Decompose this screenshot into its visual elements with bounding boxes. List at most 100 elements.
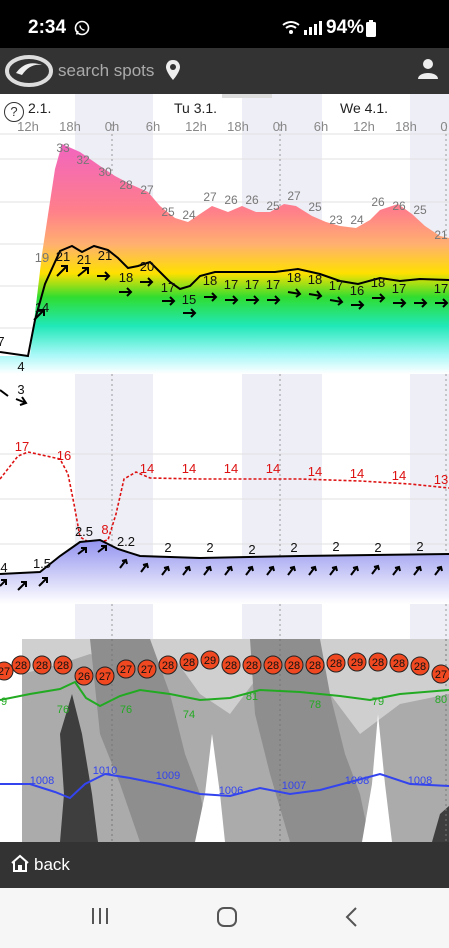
day-label: We 4.1. bbox=[340, 100, 388, 116]
help-button[interactable]: ? bbox=[4, 102, 24, 122]
temperature-label: 28 bbox=[57, 660, 69, 672]
battery-percent: 94% bbox=[326, 17, 365, 38]
hour-label: 6h bbox=[146, 119, 160, 134]
wave-period-label: 17 bbox=[15, 439, 29, 454]
humidity-label: 74 bbox=[183, 709, 195, 721]
wind-label: 3 bbox=[17, 382, 24, 397]
gust-label: 25 bbox=[161, 205, 175, 219]
recent-apps-icon[interactable] bbox=[90, 906, 110, 926]
wind-label: 17 bbox=[434, 281, 448, 296]
battery-icon bbox=[366, 20, 376, 37]
gust-label: 33 bbox=[56, 141, 70, 155]
wave-height-label: 2.5 bbox=[75, 524, 93, 539]
wind-label: 21 bbox=[56, 249, 70, 264]
status-bar: 2:34 94% bbox=[0, 0, 449, 48]
temperature-label: 27 bbox=[435, 669, 447, 681]
forecast-chart-svg[interactable]: 2.1. Tu 3.1. We 4.1. 12h 18h 0h 6h 12h 1… bbox=[0, 94, 449, 842]
humidity-label: 9 bbox=[1, 696, 7, 708]
gust-label: 27 bbox=[287, 189, 301, 203]
wave-direction-arrows bbox=[0, 545, 443, 591]
wifi-signal-icon bbox=[282, 21, 322, 35]
temperature-label: 28 bbox=[309, 660, 321, 672]
wave-height-label: 4 bbox=[0, 560, 7, 575]
wind-label: 18 bbox=[308, 272, 322, 287]
wave-height-area bbox=[0, 540, 449, 604]
wave-period-label: 14 bbox=[308, 464, 322, 479]
wind-label: 17 bbox=[245, 277, 259, 292]
pressure-labels: 1008 1010 1009 1006 1007 1008 1008 bbox=[30, 765, 432, 797]
temperature-label: 28 bbox=[15, 660, 27, 672]
temperature-label: 28 bbox=[246, 660, 258, 672]
temperature-label: 26 bbox=[78, 671, 90, 683]
wind-label: 4 bbox=[17, 359, 24, 374]
gust-label: 27 bbox=[203, 190, 217, 204]
back-nav-icon[interactable] bbox=[344, 906, 360, 928]
gust-label: 26 bbox=[224, 193, 238, 207]
gust-label: 25 bbox=[266, 199, 280, 213]
pressure-label: 1008 bbox=[30, 775, 54, 787]
temperature-label: 28 bbox=[225, 660, 237, 672]
search-input[interactable]: search spots bbox=[58, 61, 155, 80]
gust-label: 27 bbox=[140, 183, 154, 197]
hour-label: 6h bbox=[314, 119, 328, 134]
top-bar: search spots bbox=[0, 48, 449, 94]
home-nav-icon[interactable] bbox=[216, 906, 238, 928]
gust-label: 26 bbox=[371, 195, 385, 209]
gust-label: 26 bbox=[392, 199, 406, 213]
gust-label: 24 bbox=[182, 208, 196, 222]
gust-label: 32 bbox=[76, 153, 90, 167]
humidity-label: 76 bbox=[57, 704, 69, 716]
wind-label: 17 bbox=[392, 281, 406, 296]
wave-height-label: 2 bbox=[332, 539, 339, 554]
wind-direction-arrows bbox=[0, 265, 449, 406]
forecast-chart[interactable]: 2.1. Tu 3.1. We 4.1. 12h 18h 0h 6h 12h 1… bbox=[0, 94, 449, 842]
wind-label: 18 bbox=[371, 275, 385, 290]
temperature-label: 28 bbox=[414, 661, 426, 673]
wind-label: 18 bbox=[287, 270, 301, 285]
hour-label: 12h bbox=[353, 119, 375, 134]
wind-speed-labels: 7 4 3 19 14 21 21 21 18 20 17 15 18 17 1… bbox=[0, 248, 448, 397]
pressure-label: 1008 bbox=[345, 775, 369, 787]
temperature-label: 27 bbox=[99, 671, 111, 683]
wind-label: 18 bbox=[119, 270, 133, 285]
pressure-line bbox=[0, 772, 449, 800]
hour-label: 18h bbox=[59, 119, 81, 134]
pressure-label: 1010 bbox=[93, 765, 117, 777]
pressure-label: 1006 bbox=[219, 785, 243, 797]
wave-height-label: 2 bbox=[206, 540, 213, 555]
wave-height-label: 2.2 bbox=[117, 534, 135, 549]
temperature-label: 28 bbox=[288, 660, 300, 672]
temperature-label: 28 bbox=[393, 658, 405, 670]
day-label: 2.1. bbox=[28, 100, 51, 116]
pressure-label: 1008 bbox=[408, 775, 432, 787]
user-icon[interactable] bbox=[417, 58, 439, 80]
temperature-label: 28 bbox=[372, 657, 384, 669]
wind-gust-area bbox=[0, 144, 449, 374]
hour-label: 18h bbox=[227, 119, 249, 134]
gust-label: 30 bbox=[98, 165, 112, 179]
humidity-label: 81 bbox=[246, 691, 258, 703]
wind-label: 19 bbox=[35, 250, 49, 265]
hour-label: 18h bbox=[395, 119, 417, 134]
back-button[interactable]: back bbox=[34, 855, 70, 874]
wind-label: 17 bbox=[161, 280, 175, 295]
location-pin-icon[interactable] bbox=[164, 59, 182, 81]
home-icon[interactable] bbox=[10, 854, 30, 872]
temperature-label: 28 bbox=[36, 660, 48, 672]
humidity-line bbox=[0, 680, 449, 708]
humidity-label: 79 bbox=[372, 696, 384, 708]
hour-label: 0h bbox=[105, 119, 119, 134]
wave-period-label: 14 bbox=[224, 461, 238, 476]
app-logo[interactable] bbox=[4, 51, 54, 91]
wave-height-label: 2 bbox=[416, 539, 423, 554]
wave-height-label: 2 bbox=[374, 540, 381, 555]
wind-speed-line bbox=[0, 244, 449, 358]
system-nav-bar bbox=[0, 888, 449, 948]
wind-label: 15 bbox=[182, 292, 196, 307]
hour-label: 0h bbox=[273, 119, 287, 134]
temperature-label: 29 bbox=[351, 657, 363, 669]
wave-height-label: 2 bbox=[290, 540, 297, 555]
wave-period-label: 14 bbox=[140, 461, 154, 476]
hour-labels: 12h 18h 0h 6h 12h 18h 0h 6h 12h 18h 0 bbox=[17, 119, 447, 134]
wave-period-label: 13 bbox=[434, 472, 448, 487]
